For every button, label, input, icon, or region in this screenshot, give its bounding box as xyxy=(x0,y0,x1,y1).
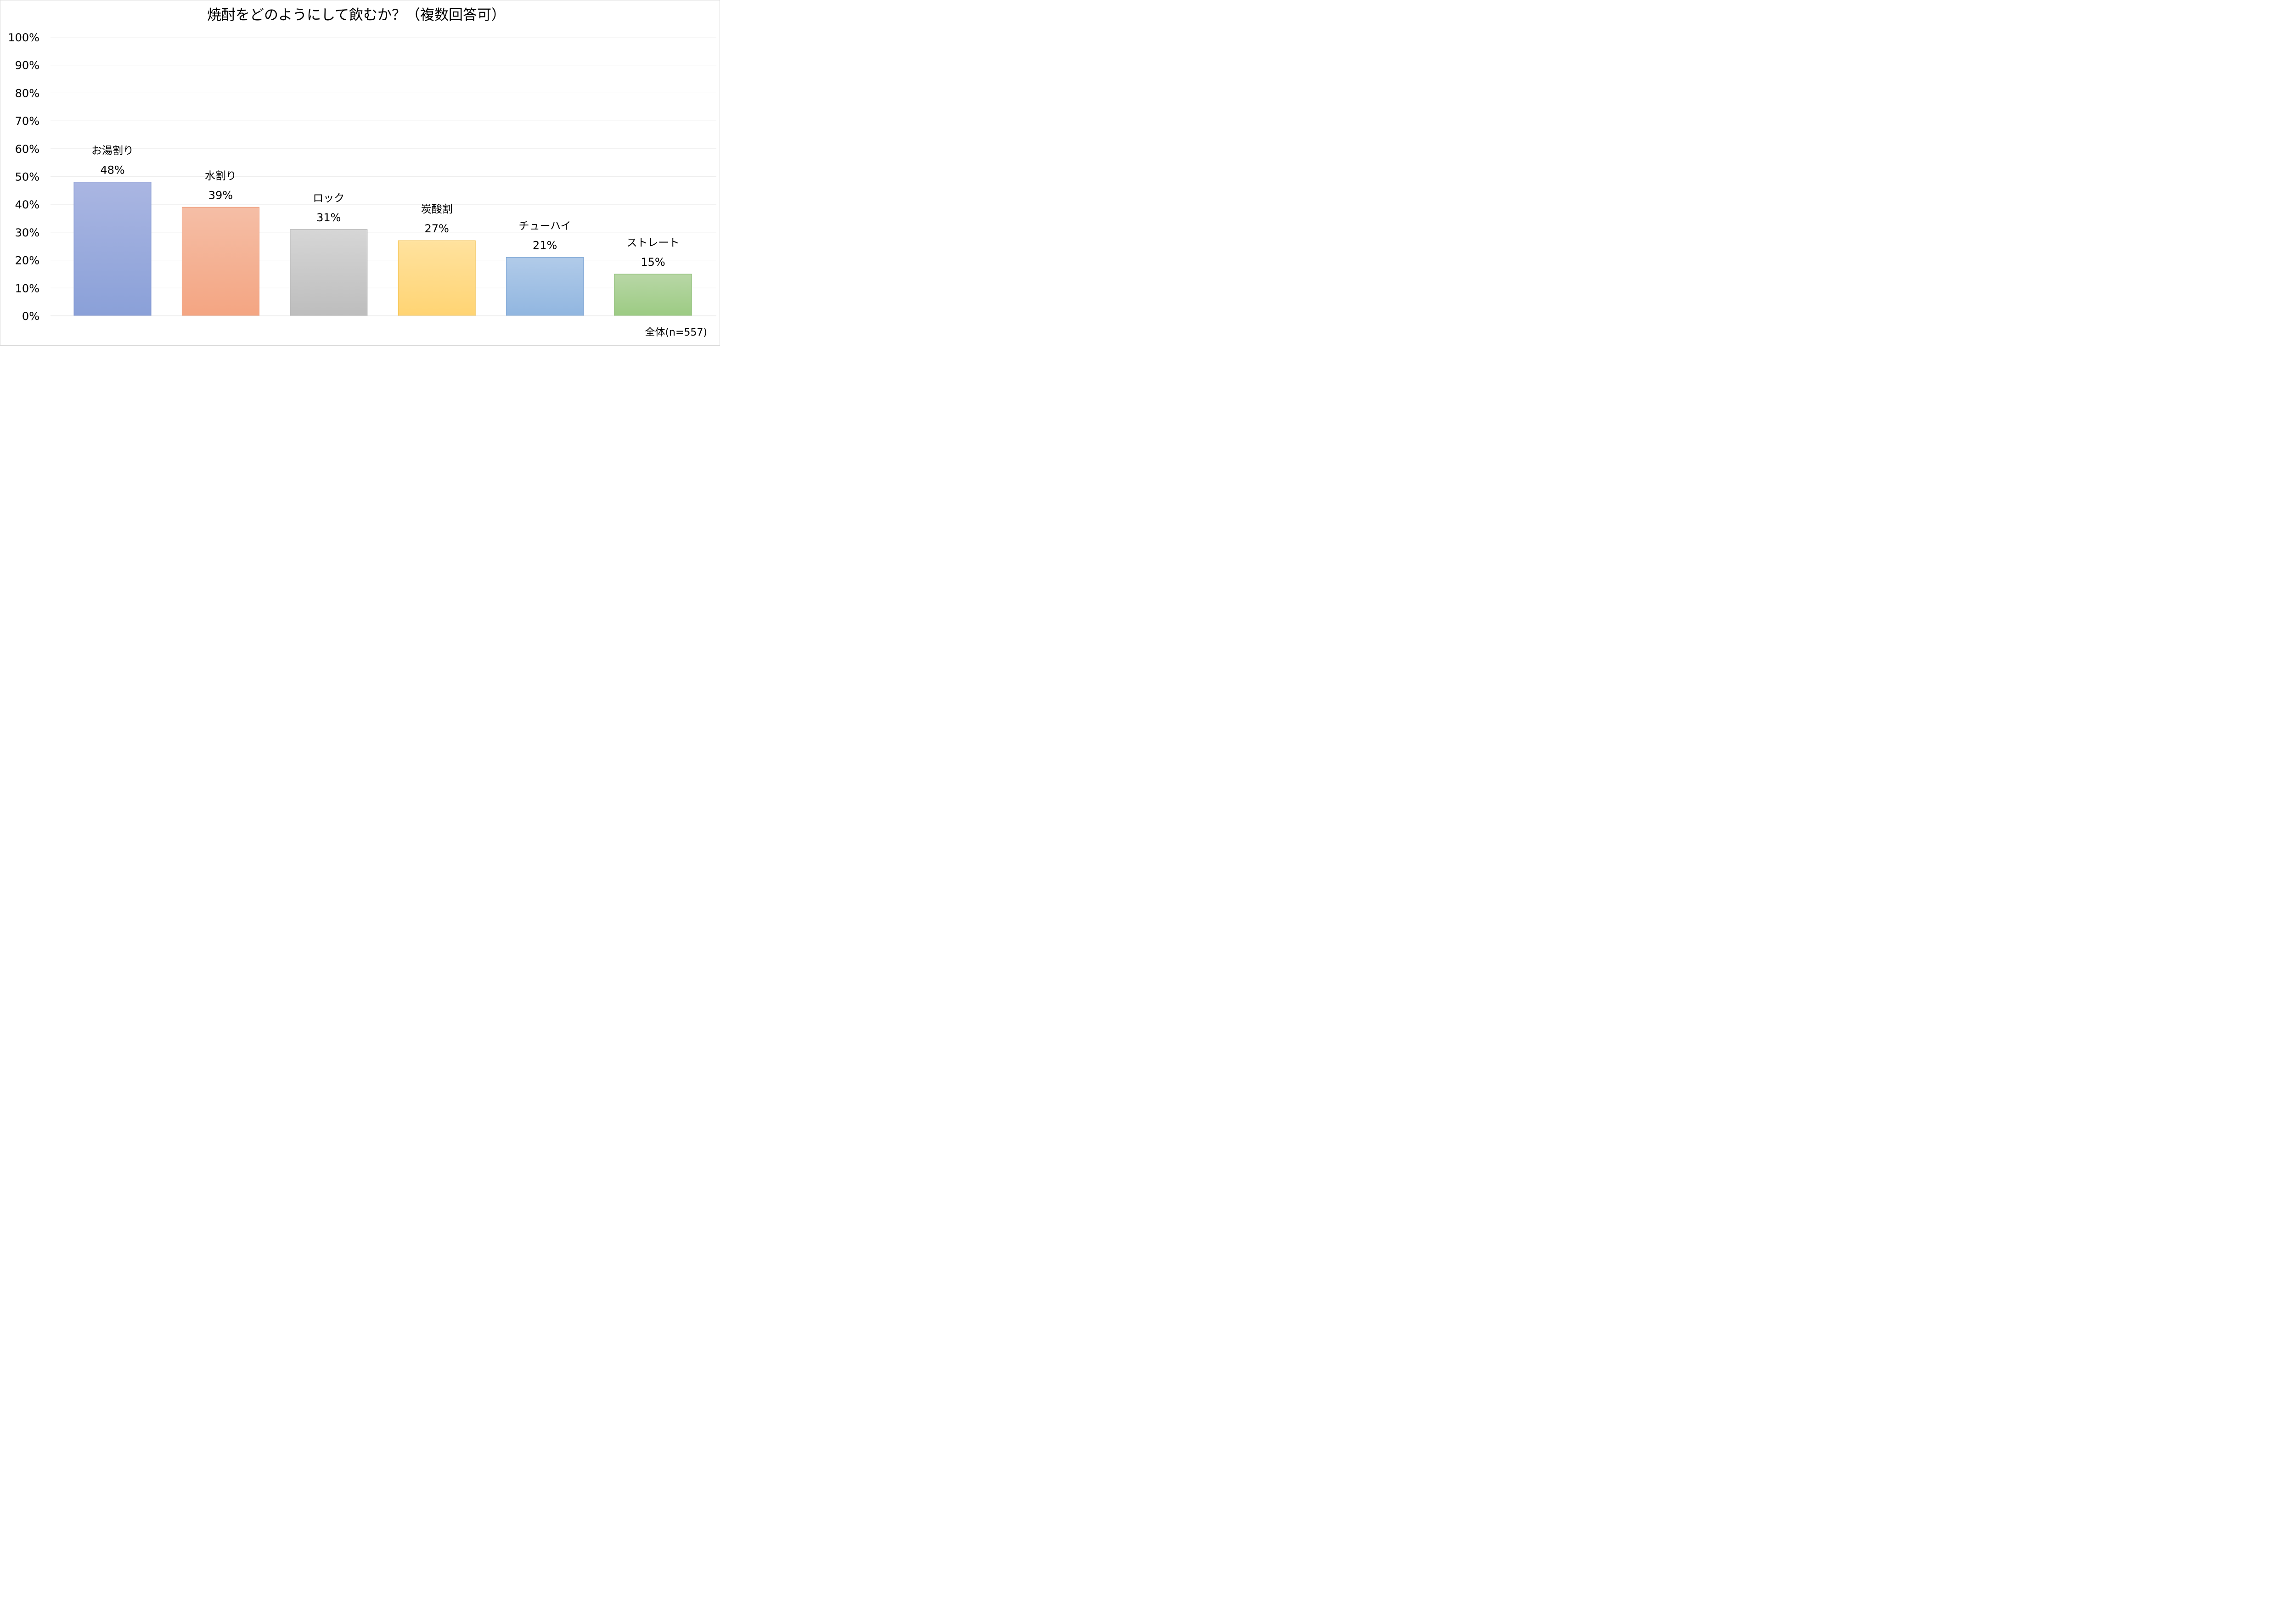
y-tick-label: 80% xyxy=(15,87,39,100)
bar-category-label: お湯割り xyxy=(91,145,134,157)
bar-category-label: チューハイ xyxy=(519,220,571,232)
chart-container: 焼酎をどのようにして飲むか？（複数回答可） 0% 10% 20% 30% 40% 50% 6… xyxy=(0,0,720,346)
bar xyxy=(73,182,152,316)
bar-chart: 焼酎をどのようにして飲むか？（複数回答可） 0% 10% 20% 30% 40% 50% 6… xyxy=(8,7,716,338)
bar-category-label: 水割り xyxy=(205,170,236,182)
y-tick-label: 60% xyxy=(15,143,39,156)
bar xyxy=(398,240,476,316)
bar xyxy=(290,229,368,316)
y-tick-label: 40% xyxy=(15,198,39,211)
bar xyxy=(614,274,692,316)
y-tick-label: 30% xyxy=(15,226,39,239)
bar xyxy=(506,257,584,316)
bar-category-label: 炭酸割 xyxy=(421,203,453,215)
chart-title: 焼酎をどのようにして飲むか？（複数回答可） xyxy=(207,7,506,23)
chart-frame xyxy=(0,0,720,346)
y-tick-label: 70% xyxy=(15,115,39,128)
bar-value-label: 39% xyxy=(208,189,233,202)
y-tick-label: 20% xyxy=(15,254,39,267)
y-tick-label: 10% xyxy=(15,282,39,295)
bar-category-label: ストレート xyxy=(627,237,680,249)
bar xyxy=(181,207,259,316)
bars xyxy=(73,182,692,316)
bar-value-label: 15% xyxy=(641,256,665,269)
bar-value-label: 27% xyxy=(425,222,449,235)
bar-value-label: 21% xyxy=(533,239,557,252)
y-tick-label: 100% xyxy=(8,31,39,44)
gridlines xyxy=(51,37,716,288)
y-tick-label: 50% xyxy=(15,171,39,184)
y-tick-label: 0% xyxy=(22,310,39,323)
bar-category-label: ロック xyxy=(313,192,344,204)
bar-labels: 48% お湯割り 39% 水割り 31% ロック 27% 炭酸割 21% チューハイ 15% ストレー… xyxy=(91,145,680,269)
sample-size-note: 全体(n=557) xyxy=(645,327,707,338)
bar-value-label: 48% xyxy=(100,164,124,177)
y-axis-ticks: 0% 10% 20% 30% 40% 50% 60% 70% 80% 90% 100% xyxy=(8,31,39,323)
y-tick-label: 90% xyxy=(15,59,39,72)
bar-value-label: 31% xyxy=(316,211,341,224)
